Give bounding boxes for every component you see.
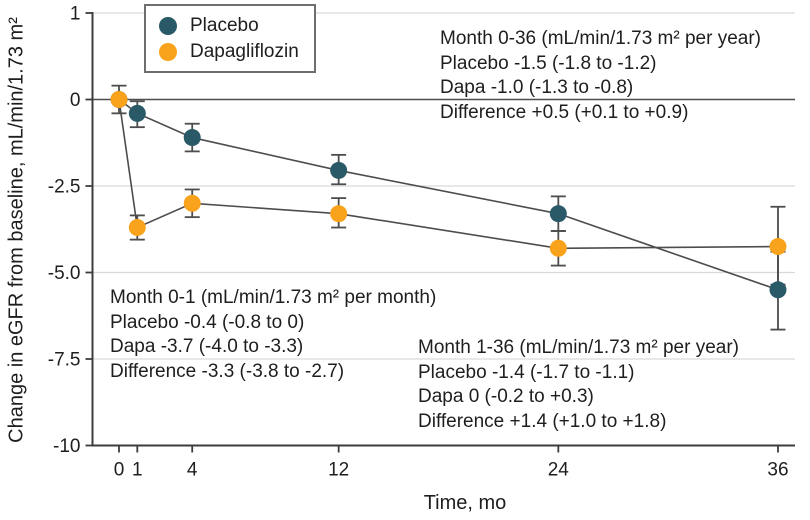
series-line-placebo: [118, 98, 779, 291]
x-tick-label: 4: [187, 460, 198, 481]
point-dapagliflozin-m24: [549, 239, 567, 257]
series-line-dapagliflozin: [118, 99, 778, 250]
point-dapagliflozin-m36: [769, 238, 787, 256]
y-tick-label: 0: [70, 90, 81, 111]
annotation-month-0-36: Month 0-36 (mL/min/1.73 m² per year) Plac…: [440, 27, 761, 125]
placebo-marker-icon: [159, 17, 177, 35]
point-placebo-m1: [128, 104, 146, 122]
legend-label-placebo: Placebo: [190, 15, 259, 36]
x-tick-label: 24: [548, 460, 570, 481]
point-dapagliflozin-m0: [110, 91, 128, 108]
legend-label-dapagliflozin: Dapagliflozin: [190, 41, 299, 62]
y-tick-label: -7.5: [48, 350, 81, 371]
legend-item-dapagliflozin: Dapagliflozin: [159, 39, 314, 65]
annotation-line: Placebo -1.4 (-1.7 to -1.1): [418, 361, 635, 383]
annotation-line: Month 0-36 (mL/min/1.73 m² per year): [440, 28, 762, 49]
point-placebo-m12: [330, 161, 348, 179]
point-dapagliflozin-m12: [330, 205, 348, 223]
x-axis-title: Time, mo: [423, 492, 507, 514]
point-placebo-m36: [769, 281, 787, 299]
legend-item-placebo: Placebo: [159, 13, 314, 39]
y-tick-label: -5.0: [48, 263, 81, 284]
annotation-line: Difference +1.4 (+1.0 to +1.8): [418, 410, 667, 432]
x-tick-label: 0: [114, 460, 125, 481]
legend: Placebo Dapagliflozin: [144, 4, 316, 73]
annotation-line: Dapa -1.0 (-1.3 to -0.8): [440, 77, 634, 99]
point-dapagliflozin-m4: [183, 194, 201, 212]
point-dapagliflozin-m1: [128, 219, 146, 237]
annotation-month-0-1: Month 0-1 (mL/min/1.73 m² per month) Plac…: [110, 286, 436, 384]
annotation-line: Month 1-36 (mL/min/1.73 m² per year): [418, 337, 740, 358]
annotation-line: Difference -3.3 (-3.8 to -2.7): [110, 360, 345, 382]
annotation-line: Difference +0.5 (+0.1 to +0.9): [440, 101, 689, 123]
point-placebo-m24: [549, 205, 567, 223]
x-tick-label: 12: [328, 460, 349, 481]
annotation-line: Placebo -0.4 (-0.8 to 0): [110, 311, 305, 333]
y-tick-label: -2.5: [48, 177, 81, 198]
annotation-line: Dapa 0 (-0.2 to +0.3): [418, 386, 594, 408]
annotation-line: Month 0-1 (mL/min/1.73 m² per month): [110, 287, 437, 308]
y-tick-label: -10: [53, 436, 80, 457]
x-tick-label: 36: [767, 460, 788, 481]
point-placebo-m4: [183, 129, 201, 147]
annotation-line: Dapa -3.7 (-4.0 to -3.3): [110, 336, 304, 358]
y-axis-title: Change in eGFR from baseline, mL/min/1.7…: [5, 17, 28, 443]
annotation-line: Placebo -1.5 (-1.8 to -1.2): [440, 52, 657, 74]
dapagliflozin-marker-icon: [159, 43, 177, 61]
x-tick-label: 1: [132, 460, 143, 481]
annotation-month-1-36: Month 1-36 (mL/min/1.73 m² per year) Plac…: [418, 336, 739, 434]
y-tick-label: 1: [70, 4, 81, 25]
